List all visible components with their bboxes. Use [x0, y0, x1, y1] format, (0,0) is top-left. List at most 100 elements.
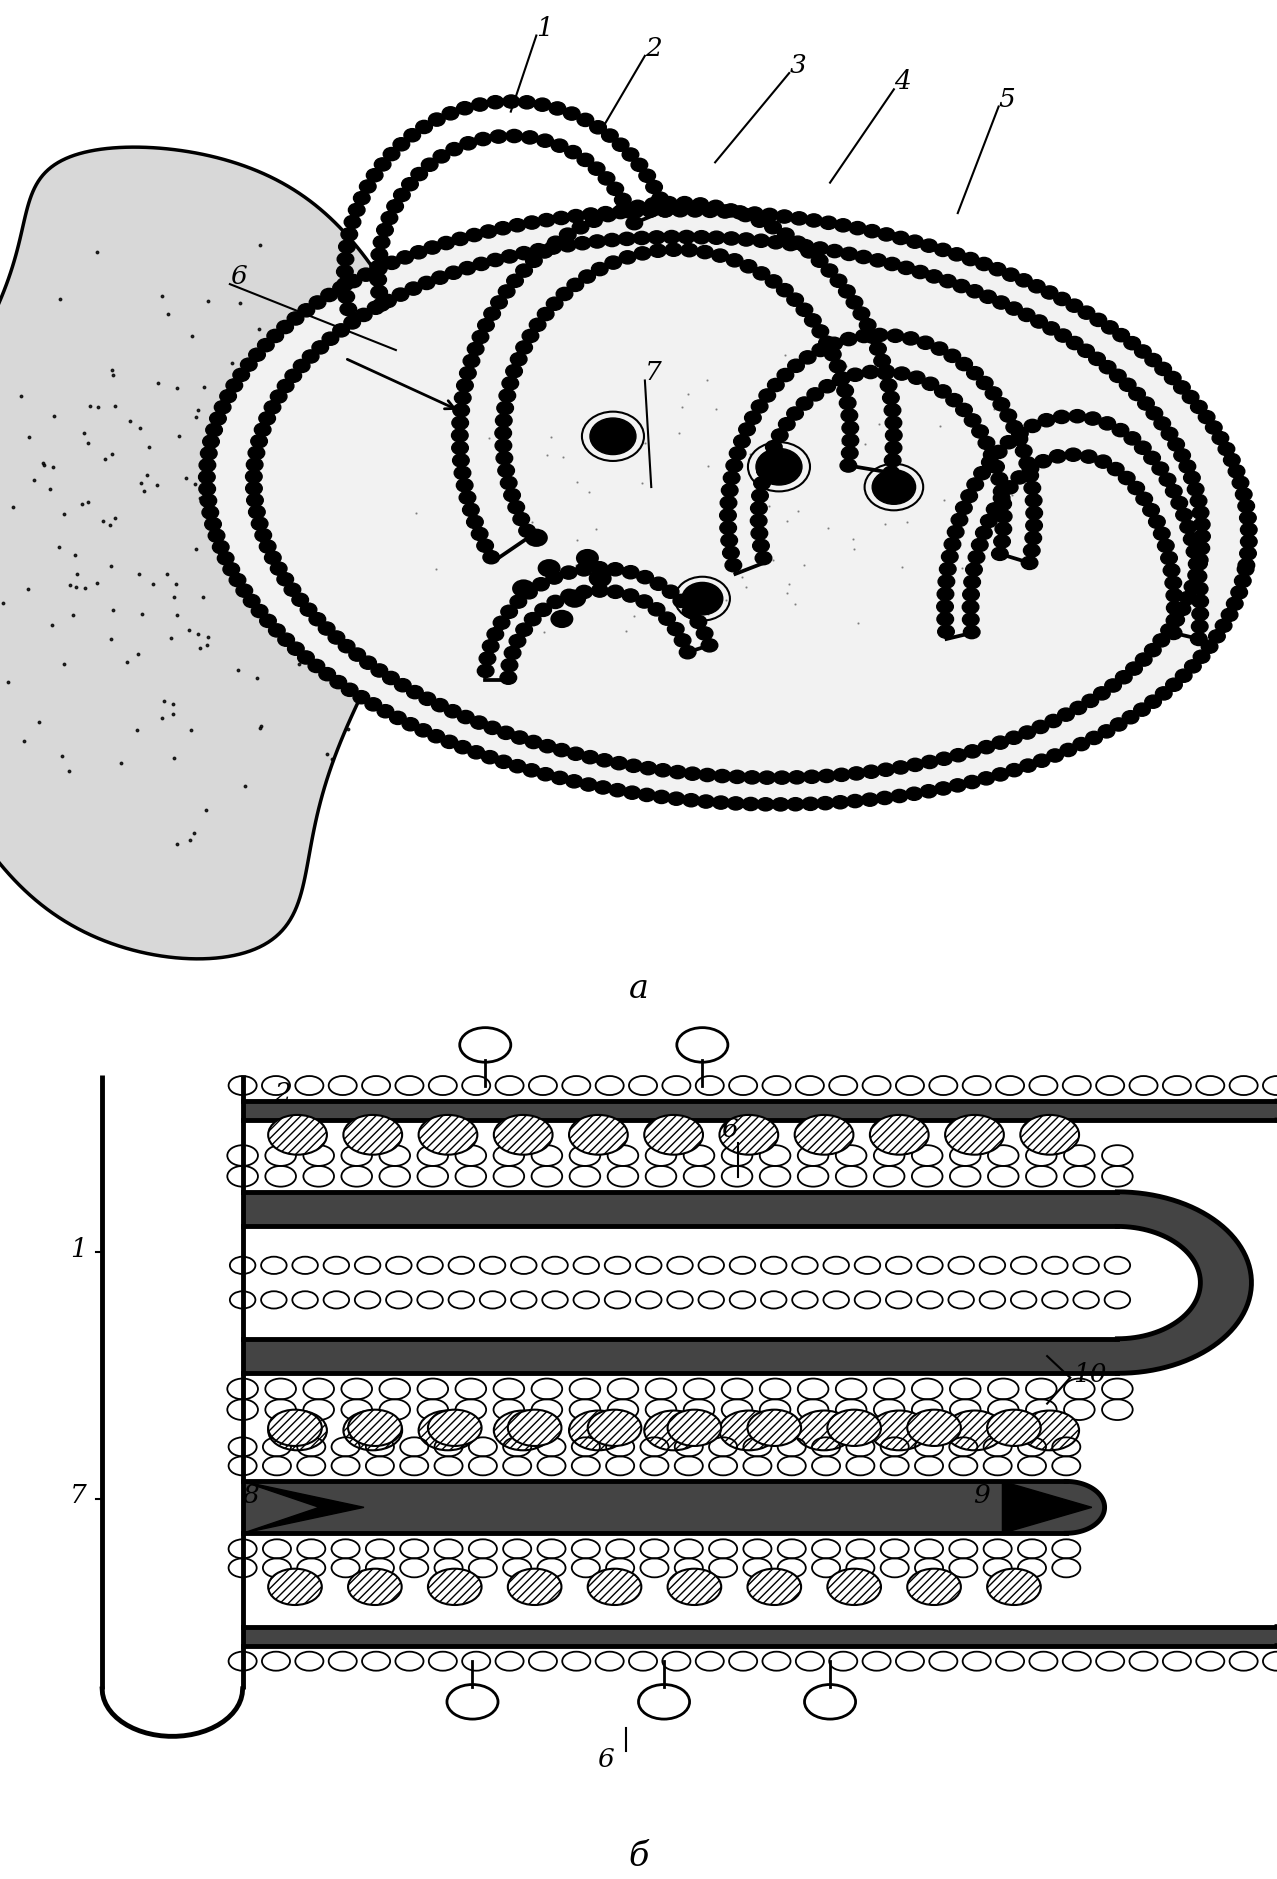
Circle shape [495, 451, 512, 464]
Circle shape [502, 378, 518, 391]
Circle shape [198, 470, 215, 483]
Circle shape [501, 660, 517, 673]
Circle shape [1168, 613, 1185, 626]
Circle shape [1163, 564, 1180, 577]
Circle shape [530, 318, 547, 331]
Circle shape [826, 244, 843, 257]
Circle shape [945, 1411, 1004, 1451]
Circle shape [264, 400, 281, 413]
Circle shape [601, 130, 618, 143]
Circle shape [757, 464, 774, 477]
Circle shape [790, 212, 807, 225]
Circle shape [536, 244, 553, 257]
Circle shape [557, 287, 573, 301]
Circle shape [329, 676, 346, 690]
Circle shape [987, 1409, 1041, 1447]
Circle shape [885, 415, 902, 430]
Circle shape [478, 665, 494, 678]
Circle shape [729, 770, 746, 784]
Circle shape [432, 271, 448, 284]
Circle shape [1166, 626, 1183, 639]
Circle shape [360, 656, 377, 669]
Circle shape [826, 336, 843, 349]
Circle shape [882, 466, 899, 479]
Circle shape [457, 380, 474, 393]
Circle shape [539, 740, 555, 753]
Circle shape [268, 1114, 327, 1156]
Circle shape [521, 586, 538, 599]
Circle shape [759, 770, 775, 784]
Circle shape [1221, 609, 1237, 622]
Circle shape [1145, 406, 1162, 421]
Circle shape [345, 216, 361, 229]
Circle shape [338, 289, 355, 303]
Circle shape [572, 220, 589, 233]
Circle shape [1093, 686, 1110, 701]
Circle shape [1185, 660, 1202, 673]
Circle shape [1166, 601, 1183, 614]
Circle shape [752, 235, 769, 248]
Circle shape [1084, 412, 1101, 425]
Circle shape [1006, 303, 1023, 316]
Circle shape [524, 216, 540, 229]
Circle shape [776, 284, 793, 297]
Circle shape [1156, 688, 1172, 701]
Circle shape [490, 130, 507, 143]
Circle shape [471, 716, 488, 729]
Circle shape [656, 203, 673, 216]
Circle shape [644, 1411, 702, 1451]
Circle shape [1193, 505, 1209, 519]
Circle shape [255, 528, 272, 541]
Circle shape [659, 613, 676, 626]
Circle shape [538, 560, 561, 577]
Circle shape [1020, 759, 1037, 772]
Circle shape [576, 549, 599, 567]
Circle shape [402, 718, 419, 731]
Circle shape [751, 214, 767, 227]
Circle shape [365, 697, 382, 710]
Circle shape [702, 205, 719, 218]
Circle shape [1235, 575, 1251, 588]
Circle shape [668, 1409, 722, 1447]
Circle shape [994, 492, 1010, 505]
Circle shape [1239, 558, 1255, 571]
Circle shape [245, 481, 262, 494]
Circle shape [452, 455, 469, 468]
Circle shape [538, 769, 554, 782]
Circle shape [711, 250, 728, 263]
Circle shape [1165, 577, 1181, 590]
Circle shape [1184, 472, 1200, 485]
Circle shape [884, 257, 900, 271]
Circle shape [1006, 763, 1023, 776]
Circle shape [877, 366, 894, 380]
Circle shape [512, 579, 535, 598]
Circle shape [564, 145, 581, 158]
Circle shape [395, 678, 411, 691]
Circle shape [1011, 432, 1028, 445]
Circle shape [907, 1569, 960, 1605]
Circle shape [467, 342, 484, 355]
Circle shape [366, 169, 383, 182]
Circle shape [1143, 504, 1160, 517]
Circle shape [713, 797, 729, 810]
Circle shape [630, 201, 646, 214]
Circle shape [771, 428, 788, 442]
Circle shape [570, 1411, 628, 1451]
Circle shape [649, 603, 665, 616]
Circle shape [1166, 588, 1183, 601]
Circle shape [1152, 462, 1168, 475]
Circle shape [1005, 731, 1022, 744]
Circle shape [268, 1409, 322, 1447]
Circle shape [747, 1569, 801, 1605]
Circle shape [1116, 671, 1133, 684]
Circle shape [567, 278, 584, 291]
Circle shape [873, 355, 890, 368]
Circle shape [1082, 693, 1098, 707]
Circle shape [501, 475, 517, 490]
Circle shape [853, 306, 870, 319]
Circle shape [859, 319, 876, 333]
Circle shape [1032, 720, 1048, 733]
Circle shape [1223, 453, 1240, 466]
Circle shape [428, 1569, 481, 1605]
Circle shape [508, 500, 525, 513]
